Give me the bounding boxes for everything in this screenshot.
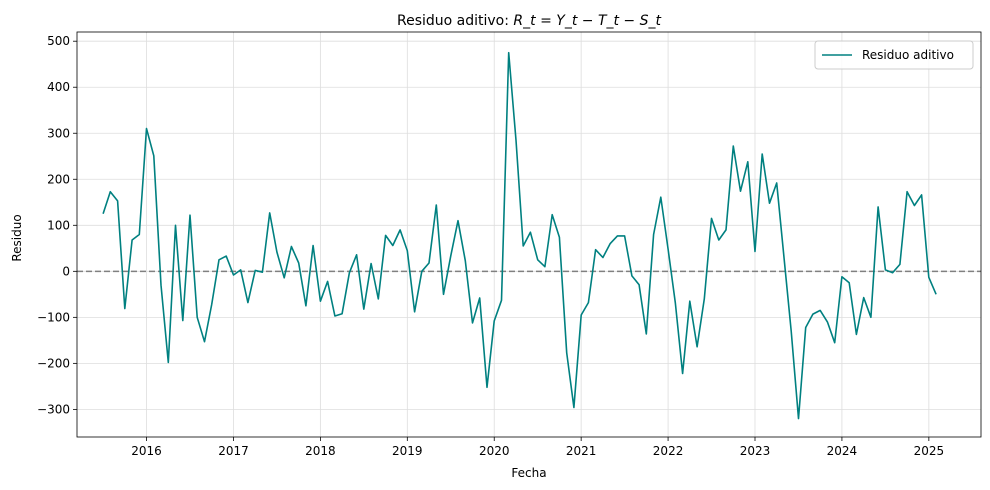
x-tick-label: 2025 — [914, 444, 945, 458]
y-tick-label: 0 — [62, 264, 70, 278]
y-tick-label: −100 — [37, 310, 70, 324]
y-tick-label: 100 — [47, 218, 70, 232]
x-tick-label: 2022 — [653, 444, 684, 458]
y-axis-ticks: −300 −200 −100 0 100 200 300 400 500 — [37, 34, 77, 416]
x-tick-label: 2019 — [392, 444, 423, 458]
plot-frame — [76, 31, 982, 438]
y-tick-label: 200 — [47, 172, 70, 186]
x-tick-label: 2016 — [131, 444, 162, 458]
series-line-residuo-aditivo — [102, 51, 937, 420]
x-tick-label: 2020 — [479, 444, 510, 458]
legend-box — [814, 40, 974, 70]
x-tick-label: 2018 — [305, 444, 336, 458]
x-tick-label: 2023 — [740, 444, 771, 458]
y-tick-label: −300 — [37, 402, 70, 416]
y-tick-label: 300 — [47, 126, 70, 140]
legend-label: Residuo aditivo — [862, 48, 954, 62]
chart-title: Residuo aditivo: R_t = Y_t − T_t − S_t — [397, 13, 662, 29]
legend: Residuo aditivo — [814, 40, 974, 70]
x-tick-label: 2021 — [566, 444, 597, 458]
chart-title-text: Residuo aditivo: — [397, 13, 513, 29]
x-axis-label: Fecha — [511, 466, 546, 480]
x-tick-label: 2017 — [218, 444, 249, 458]
y-axis-label: Residuo — [10, 214, 24, 261]
x-axis-ticks: 2016 2017 2018 2019 2020 2021 2022 2023 2024 2025 — [131, 437, 944, 458]
y-tick-label: 400 — [47, 80, 70, 94]
x-tick-label: 2024 — [827, 444, 858, 458]
y-tick-label: −200 — [37, 356, 70, 370]
chart-title-formula: R_t = Y_t − T_t − S_t — [513, 13, 661, 29]
y-tick-label: 500 — [47, 34, 70, 48]
